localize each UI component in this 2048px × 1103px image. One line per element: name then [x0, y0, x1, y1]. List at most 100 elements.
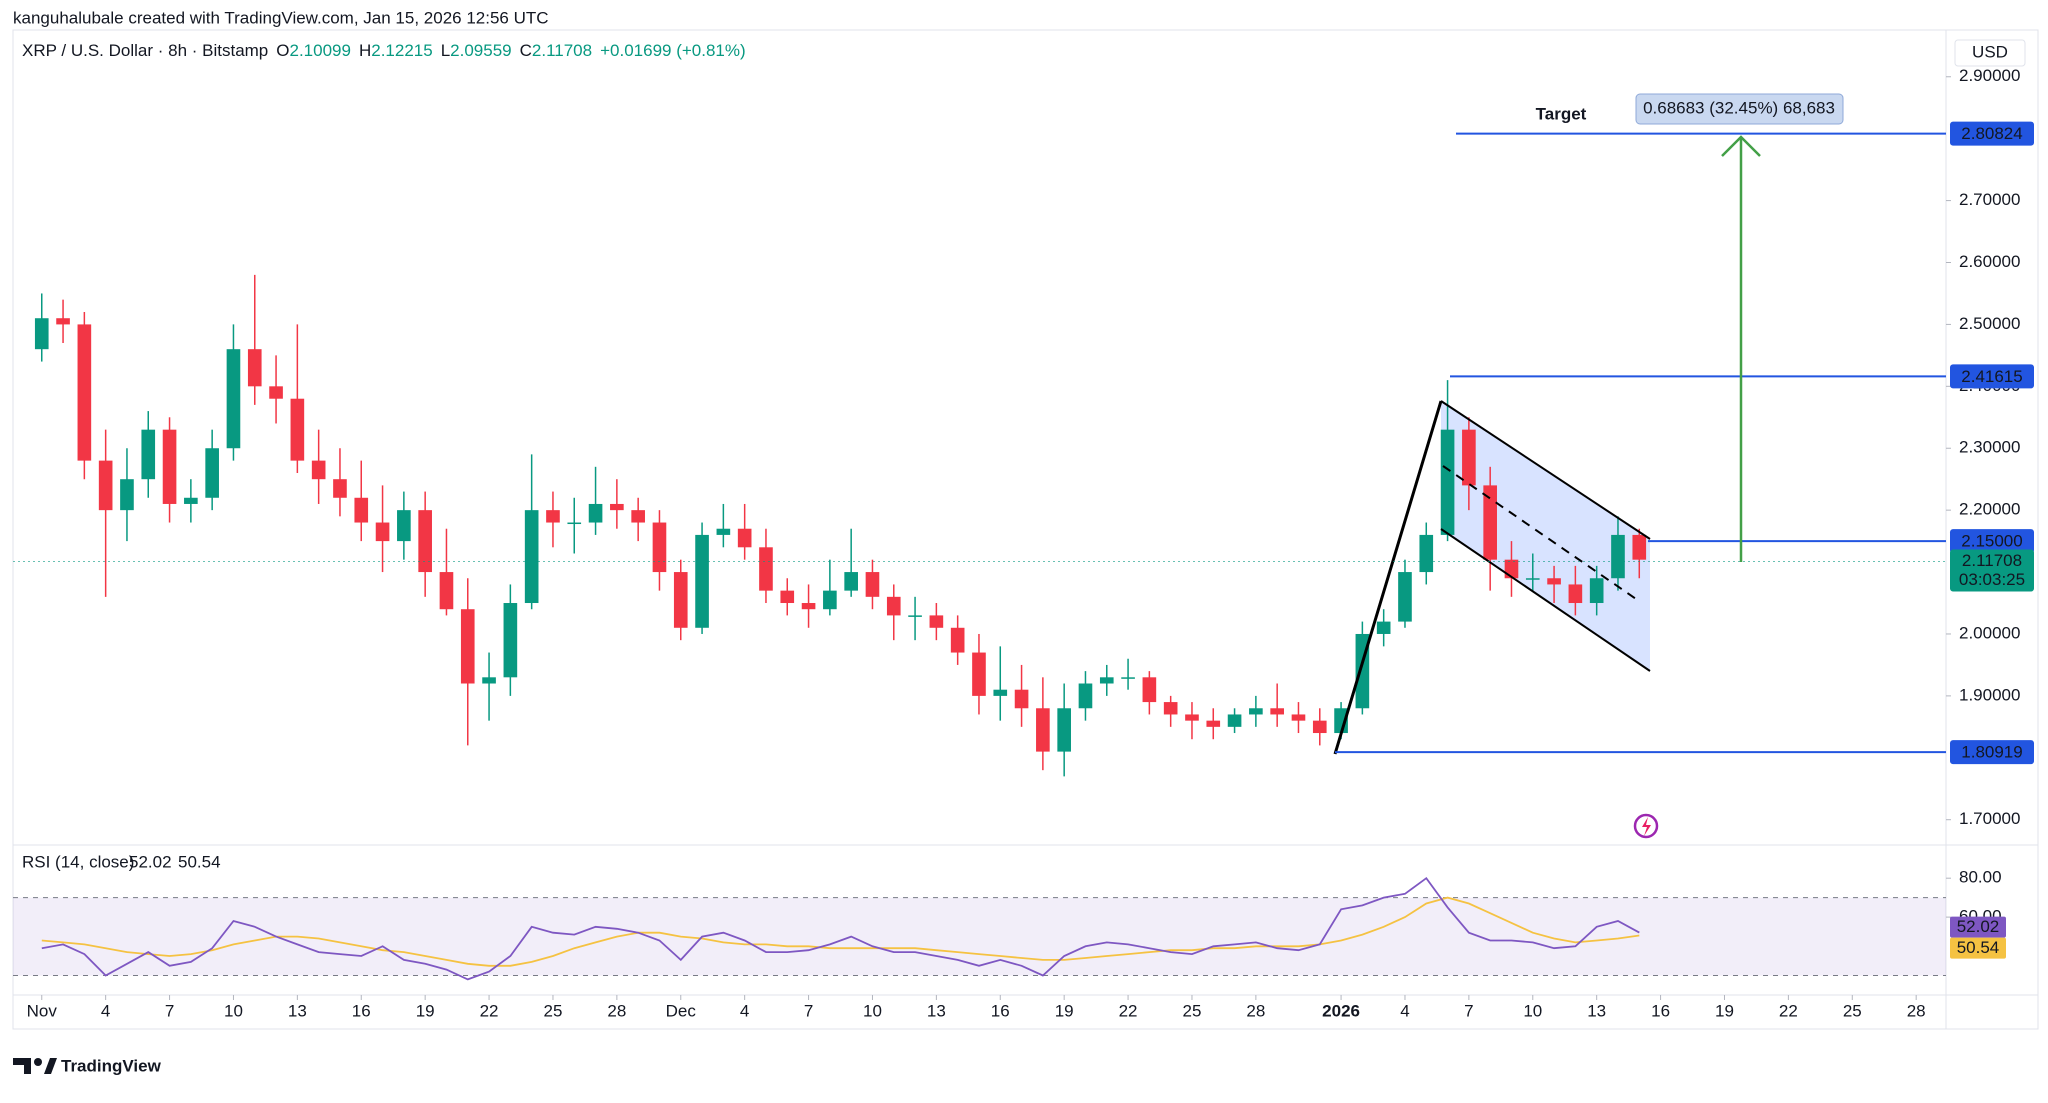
level-label-box: [1950, 364, 2034, 389]
flag-channel-upper: [1440, 400, 1651, 540]
candle-body: [716, 528, 731, 535]
candle-body: [737, 528, 752, 548]
x-tick-label: 7: [1464, 1001, 1473, 1020]
x-tick-label: 28: [607, 1001, 626, 1020]
candle-body: [503, 603, 518, 678]
ohlc-value: 2.09559: [450, 41, 511, 60]
x-tick-label: 10: [1523, 1001, 1542, 1020]
flagpole: [1333, 400, 1443, 755]
candle-body: [247, 349, 262, 387]
x-tick-label: 13: [288, 1001, 307, 1020]
x-tick-label: 7: [804, 1001, 813, 1020]
level-label: 2.15000: [1961, 532, 2022, 551]
x-tick-label: 16: [1651, 1001, 1670, 1020]
level-label-box: [1950, 740, 2034, 765]
candle-body: [588, 503, 603, 523]
countdown-label: 03:03:25: [1959, 570, 2025, 589]
candle-body: [1483, 485, 1497, 560]
x-tick-label: 13: [1587, 1001, 1606, 1020]
candle-body: [205, 448, 219, 498]
flag-channel: [1441, 401, 1650, 671]
candle-body: [439, 572, 454, 610]
candle-body: [1376, 621, 1391, 634]
x-tick-label: 13: [927, 1001, 946, 1020]
candle-body: [801, 603, 816, 610]
candle-body: [120, 479, 134, 511]
level-label: 2.41615: [1961, 367, 2022, 386]
candle-body: [886, 596, 901, 616]
candle-body: [141, 429, 156, 480]
ohlc-label: C: [520, 41, 532, 60]
x-tick-label: 2026: [1322, 1001, 1360, 1020]
attribution: kanguhalubale created with TradingView.c…: [13, 8, 549, 27]
candle-body: [418, 510, 432, 573]
ohlc-label: H: [359, 41, 371, 60]
rsi-band: [13, 897, 1946, 976]
logo-text: TradingView: [61, 1056, 162, 1075]
currency-box[interactable]: [1954, 39, 2026, 67]
candle-body: [311, 460, 326, 480]
x-tick-label: 22: [1119, 1001, 1138, 1020]
x-tick-label: Nov: [27, 1001, 58, 1020]
currency: USD: [1972, 42, 2008, 61]
candle-body: [673, 572, 688, 628]
rsi-value-box: [1950, 937, 2006, 959]
candle-body: [631, 510, 645, 523]
target-arrow-head: [1721, 135, 1761, 157]
level-label-box: [1950, 529, 2034, 554]
candle-body: [1036, 708, 1050, 752]
x-tick-label: 28: [1246, 1001, 1265, 1020]
candle-body: [1185, 714, 1199, 721]
candle-body: [1206, 720, 1221, 727]
x-tick-label: 16: [352, 1001, 371, 1020]
candle-body: [1057, 708, 1071, 752]
candle-body: [482, 677, 496, 684]
candle-body: [269, 386, 283, 399]
y-tick-label: 2.90000: [1959, 66, 2020, 85]
y-tick-label: 2.50000: [1959, 314, 2020, 333]
rsi-line: [41, 876, 1640, 981]
rsi-value-label: 50.54: [1957, 938, 2000, 957]
x-tick-label: 25: [544, 1001, 563, 1020]
x-tick-label: 19: [416, 1001, 435, 1020]
rsi-legend-value: 52.02: [129, 852, 172, 871]
candle-body: [290, 398, 305, 461]
candle-body: [1525, 578, 1540, 580]
x-tick-label: 22: [480, 1001, 499, 1020]
candle-body: [1419, 534, 1434, 573]
candle-body: [865, 572, 880, 597]
measure-box: [1635, 93, 1844, 125]
x-tick-label: 4: [1400, 1001, 1409, 1020]
last-price-box: [1950, 549, 2034, 592]
candle-body: [1589, 578, 1604, 604]
rsi-legend-value: 50.54: [178, 852, 221, 871]
candle-body: [823, 590, 837, 610]
flag-channel-lower: [1440, 528, 1651, 672]
rsi-line: [41, 896, 1640, 967]
y-tick-label: 1.70000: [1959, 809, 2020, 828]
logo-mark: [34, 1058, 42, 1066]
x-tick-label: 10: [224, 1001, 243, 1020]
level-label: 1.80919: [1961, 743, 2022, 762]
candle-body: [1547, 578, 1561, 585]
ohlc-value: 2.12215: [371, 41, 432, 60]
candle-body: [1611, 534, 1625, 579]
level-label-box: [1950, 121, 2034, 146]
ohlc-value: 2.11708: [532, 41, 592, 60]
rsi-title: RSI (14, close): [22, 852, 134, 871]
candle-body: [333, 479, 347, 498]
y-tick-label: 2.70000: [1959, 190, 2020, 209]
candle-body: [1099, 677, 1114, 684]
candle-body: [1227, 714, 1242, 727]
x-tick-label: 22: [1779, 1001, 1798, 1020]
chart-frame: [12, 29, 2039, 1030]
candle-body: [1142, 677, 1157, 703]
candle-body: [652, 522, 667, 573]
candle-body: [397, 510, 411, 542]
stream-icon[interactable]: [1633, 813, 1659, 839]
x-tick-label: 7: [165, 1001, 174, 1020]
candle-body: [162, 429, 177, 504]
candle-body: [226, 349, 241, 449]
